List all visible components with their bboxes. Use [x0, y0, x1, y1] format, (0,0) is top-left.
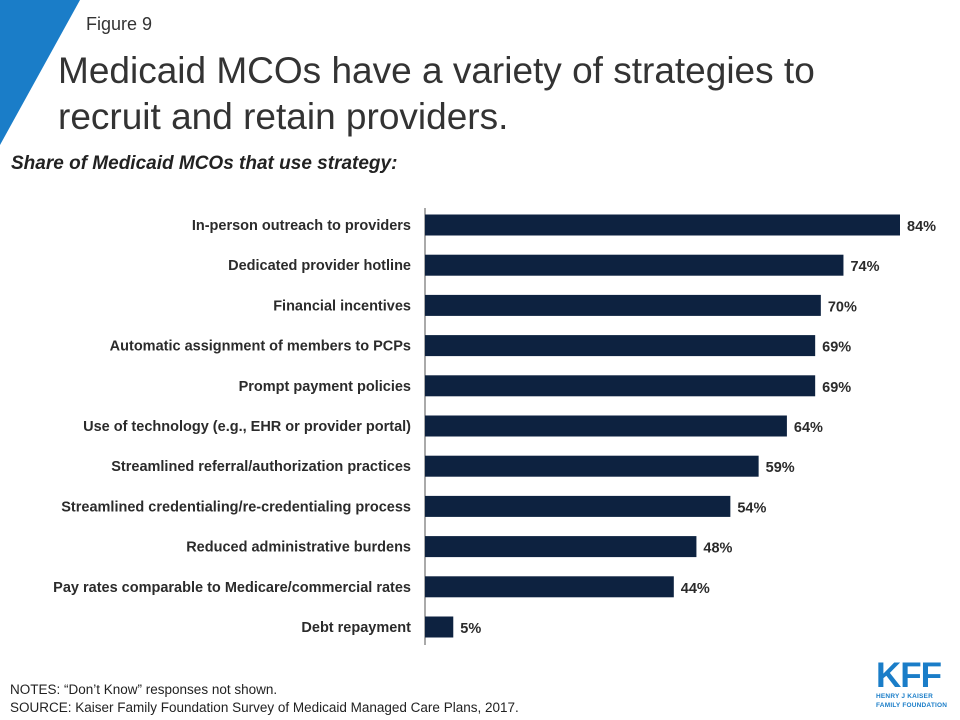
- bar: [425, 616, 454, 638]
- bar: [425, 495, 731, 517]
- source-text: SOURCE: Kaiser Family Foundation Survey …: [10, 700, 519, 715]
- data-label: 74%: [850, 259, 879, 275]
- data-label: 54%: [737, 500, 766, 516]
- category-label: Financial incentives: [273, 298, 411, 314]
- notes-block: NOTES: “Don’t Know” responses not shown.…: [10, 681, 519, 717]
- category-label: Pay rates comparable to Medicare/commerc…: [53, 580, 411, 596]
- page-title: Medicaid MCOs have a variety of strategi…: [58, 50, 815, 137]
- bar: [425, 254, 844, 276]
- corner-accent-triangle: [0, 0, 80, 145]
- bars-layer: In-person outreach to providers 84% Dedica…: [53, 208, 936, 645]
- bar: [425, 576, 674, 598]
- data-label: 70%: [828, 299, 857, 315]
- data-label: 64%: [794, 420, 823, 436]
- bar: [425, 536, 697, 558]
- category-label: Automatic assignment of members to PCPs: [110, 339, 411, 355]
- logo-subtitle-line2: FAMILY FOUNDATION: [876, 701, 948, 709]
- bar: [425, 415, 787, 437]
- category-label: Prompt payment policies: [239, 379, 411, 395]
- category-label: Debt repayment: [301, 620, 411, 636]
- logo-wordmark: KFF: [876, 656, 942, 695]
- kff-logo: KFF HENRY J KAISER FAMILY FOUNDATION: [876, 656, 948, 709]
- notes-text: NOTES: “Don’t Know” responses not shown.: [10, 682, 278, 697]
- bar: [425, 214, 900, 236]
- bar: [425, 375, 816, 397]
- data-label: 84%: [907, 219, 936, 235]
- category-label: Dedicated provider hotline: [228, 258, 411, 274]
- category-label: Streamlined referral/authorization pract…: [111, 459, 411, 475]
- bar: [425, 335, 816, 357]
- data-label: 44%: [681, 581, 710, 597]
- bar: [425, 294, 821, 316]
- category-label: Use of technology (e.g., EHR or provider…: [83, 419, 411, 435]
- bar: [425, 455, 759, 477]
- category-label: Reduced administrative burdens: [186, 540, 411, 556]
- data-label: 69%: [822, 380, 851, 396]
- logo-subtitle-line1: HENRY J KAISER: [876, 693, 933, 700]
- category-label: In-person outreach to providers: [192, 218, 411, 234]
- data-label: 5%: [460, 621, 481, 637]
- category-label: Streamlined credentialing/re-credentiali…: [61, 499, 411, 515]
- data-label: 69%: [822, 340, 851, 356]
- data-label: 59%: [766, 460, 795, 476]
- bar-chart: In-person outreach to providers 84% Dedica…: [53, 208, 936, 645]
- chart-subtitle: Share of Medicaid MCOs that use strategy…: [11, 153, 398, 174]
- figure-label: Figure 9: [86, 14, 153, 34]
- data-label: 48%: [703, 541, 732, 557]
